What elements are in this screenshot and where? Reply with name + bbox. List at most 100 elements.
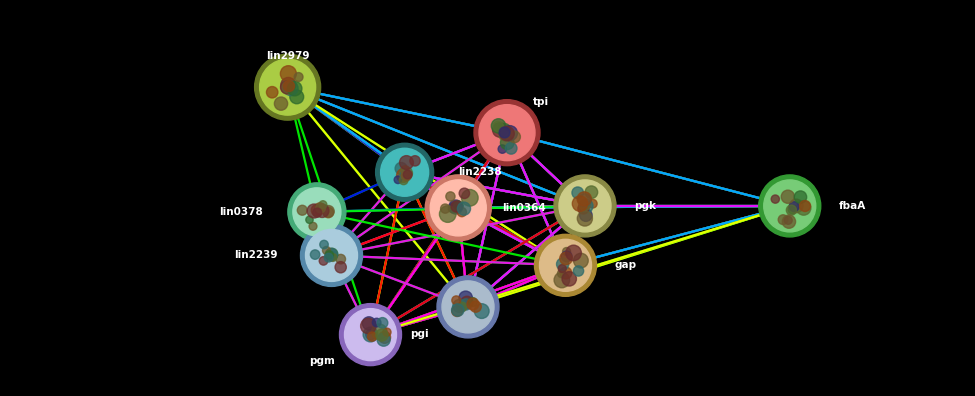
Ellipse shape — [395, 162, 408, 175]
Ellipse shape — [782, 215, 796, 228]
Ellipse shape — [451, 201, 462, 212]
Ellipse shape — [778, 215, 788, 225]
Ellipse shape — [786, 205, 797, 215]
Ellipse shape — [534, 234, 597, 296]
Ellipse shape — [560, 267, 571, 279]
Ellipse shape — [795, 191, 806, 203]
Ellipse shape — [572, 187, 584, 198]
Ellipse shape — [460, 299, 472, 310]
Ellipse shape — [452, 299, 466, 312]
Ellipse shape — [502, 126, 518, 141]
Ellipse shape — [375, 143, 434, 201]
Ellipse shape — [425, 175, 491, 241]
Ellipse shape — [335, 262, 346, 273]
Ellipse shape — [377, 318, 388, 328]
Ellipse shape — [306, 216, 313, 223]
Ellipse shape — [563, 248, 570, 255]
Ellipse shape — [319, 257, 328, 265]
Ellipse shape — [323, 207, 333, 218]
Ellipse shape — [325, 248, 337, 261]
Ellipse shape — [491, 119, 506, 133]
Ellipse shape — [281, 78, 295, 93]
Ellipse shape — [468, 298, 478, 307]
Ellipse shape — [800, 200, 810, 211]
Ellipse shape — [451, 304, 464, 316]
Ellipse shape — [573, 266, 584, 276]
Ellipse shape — [505, 143, 517, 154]
Ellipse shape — [554, 175, 616, 237]
Ellipse shape — [266, 86, 278, 98]
Ellipse shape — [500, 126, 514, 141]
Ellipse shape — [572, 196, 588, 211]
Text: lin2239: lin2239 — [234, 250, 278, 261]
Ellipse shape — [400, 167, 412, 179]
Ellipse shape — [254, 54, 321, 120]
Ellipse shape — [375, 329, 388, 341]
Ellipse shape — [284, 80, 294, 91]
Ellipse shape — [336, 254, 345, 264]
Ellipse shape — [579, 199, 593, 213]
Ellipse shape — [539, 239, 592, 291]
Ellipse shape — [399, 176, 408, 185]
Ellipse shape — [316, 203, 326, 213]
Ellipse shape — [562, 272, 576, 286]
Ellipse shape — [579, 200, 590, 211]
Text: pgi: pgi — [410, 329, 429, 339]
Ellipse shape — [290, 90, 303, 104]
Ellipse shape — [797, 201, 811, 215]
Ellipse shape — [448, 200, 463, 214]
Ellipse shape — [580, 209, 592, 221]
Ellipse shape — [281, 66, 296, 82]
Ellipse shape — [401, 166, 410, 175]
Ellipse shape — [585, 186, 598, 198]
Ellipse shape — [448, 204, 457, 213]
Ellipse shape — [446, 192, 455, 201]
Ellipse shape — [305, 229, 358, 282]
Ellipse shape — [459, 188, 470, 198]
Ellipse shape — [363, 327, 378, 342]
Ellipse shape — [378, 331, 391, 343]
Ellipse shape — [558, 269, 565, 278]
Text: lin0364: lin0364 — [502, 203, 546, 213]
Ellipse shape — [274, 97, 288, 110]
Ellipse shape — [368, 332, 376, 341]
Ellipse shape — [361, 318, 376, 334]
Ellipse shape — [560, 252, 572, 265]
Ellipse shape — [288, 183, 346, 241]
Ellipse shape — [461, 189, 478, 206]
Ellipse shape — [457, 202, 471, 215]
Ellipse shape — [457, 208, 466, 217]
Ellipse shape — [559, 265, 566, 272]
Ellipse shape — [284, 81, 298, 96]
Ellipse shape — [441, 204, 449, 213]
Ellipse shape — [297, 205, 307, 215]
Ellipse shape — [292, 188, 341, 236]
Ellipse shape — [366, 329, 376, 340]
Ellipse shape — [323, 206, 334, 217]
Ellipse shape — [400, 156, 413, 169]
Ellipse shape — [790, 199, 803, 213]
Ellipse shape — [578, 194, 591, 207]
Ellipse shape — [451, 306, 462, 316]
Ellipse shape — [315, 203, 324, 212]
Ellipse shape — [781, 190, 795, 203]
Ellipse shape — [559, 180, 611, 232]
Ellipse shape — [771, 195, 779, 203]
Ellipse shape — [562, 251, 572, 262]
Ellipse shape — [307, 204, 321, 218]
Text: fbaA: fbaA — [838, 201, 866, 211]
Ellipse shape — [371, 324, 387, 339]
Ellipse shape — [380, 148, 429, 196]
Ellipse shape — [451, 296, 460, 305]
Text: pgk: pgk — [634, 201, 656, 211]
Ellipse shape — [339, 304, 402, 366]
Ellipse shape — [259, 59, 316, 115]
Ellipse shape — [759, 175, 821, 237]
Ellipse shape — [479, 105, 535, 161]
Ellipse shape — [282, 82, 293, 93]
Ellipse shape — [470, 301, 482, 312]
Ellipse shape — [784, 216, 793, 224]
Ellipse shape — [319, 201, 327, 209]
Ellipse shape — [500, 136, 514, 150]
Ellipse shape — [499, 131, 509, 141]
